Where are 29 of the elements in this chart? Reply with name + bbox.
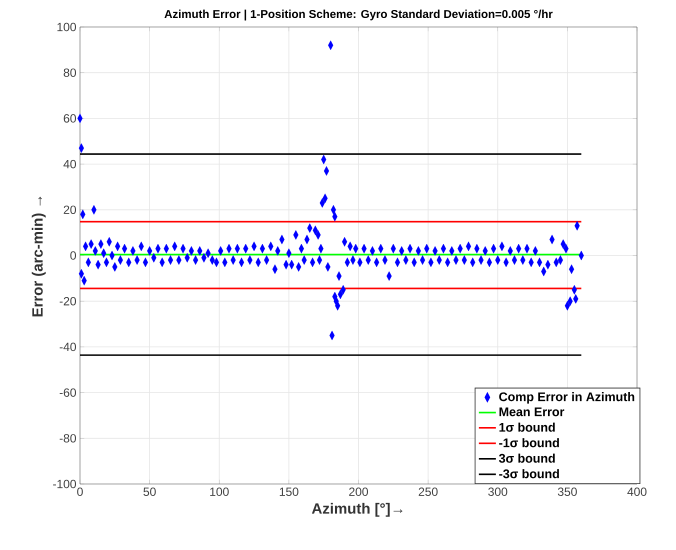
legend-label: 1σ bound [499, 422, 555, 432]
y-tick-label: -80 [60, 434, 76, 443]
legend-label: -3σ bound [499, 469, 559, 478]
y-tick-label: -60 [60, 388, 76, 397]
x-axis-title: Azimuth [°]→ [312, 502, 402, 517]
x-tick-label: 100 [210, 488, 229, 496]
x-tick-label: 350 [558, 488, 577, 496]
y-tick-label: -100 [53, 480, 76, 488]
chart-title: Azimuth Error | 1-Position Scheme: Gyro Standard Deviation=0.005 °/hr [164, 10, 553, 20]
legend-label: -1σ bound [499, 438, 559, 448]
y-tick-label: 0 [70, 251, 76, 260]
x-tick-label: 300 [488, 488, 508, 496]
x-tick-label: 200 [349, 488, 368, 496]
x-tick-label: 50 [143, 488, 156, 496]
y-tick-label: -40 [60, 342, 76, 352]
y-tick-label: 100 [57, 22, 76, 32]
y-tick-label: 20 [64, 206, 76, 214]
x-tick-label: 0 [77, 488, 83, 496]
y-tick-label: 40 [63, 160, 76, 168]
y-axis-title: Error (arc-min) → [32, 196, 46, 316]
x-tick-label: 400 [627, 488, 647, 496]
y-tick-label: 80 [64, 68, 76, 77]
y-tick-label: 60 [64, 114, 76, 123]
legend-label: Comp Error in Azimuth [499, 392, 634, 404]
y-tick-label: -20 [60, 296, 76, 306]
legend-label: Mean Error [500, 408, 564, 416]
x-tick-label: 250 [418, 488, 438, 496]
legend-label: 3σ bound [498, 454, 555, 463]
x-tick-label: 150 [280, 488, 298, 496]
